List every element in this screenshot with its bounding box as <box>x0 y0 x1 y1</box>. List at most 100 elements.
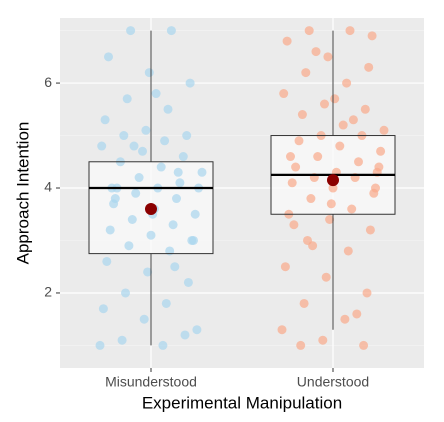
data-point <box>175 178 185 188</box>
data-point <box>379 125 389 135</box>
data-point <box>192 325 202 335</box>
data-point <box>291 162 301 172</box>
data-point <box>348 115 358 125</box>
data-point <box>183 277 193 287</box>
data-point <box>330 94 340 104</box>
data-point <box>121 288 130 298</box>
data-point <box>97 141 107 151</box>
data-point <box>102 256 112 266</box>
data-point <box>343 246 353 256</box>
mean-point <box>145 203 157 216</box>
mean-point <box>327 174 339 187</box>
data-point <box>144 68 154 78</box>
data-point <box>301 68 311 78</box>
data-point <box>151 89 161 99</box>
data-point <box>189 235 198 245</box>
y-tick-label: 6 <box>44 74 52 90</box>
x-tick-label: Understood <box>297 374 369 390</box>
data-point <box>338 120 348 130</box>
data-point <box>190 209 200 219</box>
data-point <box>172 194 181 204</box>
y-tick-label: 2 <box>44 284 52 300</box>
data-point <box>282 36 292 46</box>
data-point <box>374 162 384 172</box>
data-point <box>134 173 144 183</box>
data-point <box>280 262 290 272</box>
data-point <box>304 26 314 36</box>
data-point <box>364 62 374 72</box>
data-point <box>308 241 318 251</box>
data-point <box>277 325 287 335</box>
data-point <box>166 26 176 36</box>
data-point <box>365 225 375 235</box>
data-point <box>170 262 180 272</box>
data-point <box>367 31 377 41</box>
data-point <box>286 152 295 162</box>
data-point <box>161 298 171 308</box>
data-point <box>299 298 309 308</box>
x-axis-title: Experimental Manipulation <box>142 393 342 412</box>
data-point <box>156 162 166 172</box>
plot-area <box>56 18 424 372</box>
data-point <box>362 288 372 298</box>
data-point <box>347 204 357 214</box>
data-point <box>197 167 207 177</box>
data-point <box>340 314 350 324</box>
data-point <box>117 335 127 345</box>
data-point <box>143 267 153 277</box>
data-point <box>178 152 188 162</box>
data-point <box>160 136 170 146</box>
data-point <box>360 104 370 114</box>
data-point <box>359 340 369 350</box>
data-point <box>110 194 120 204</box>
data-point <box>371 183 380 193</box>
data-point <box>296 340 306 350</box>
data-point <box>326 199 336 209</box>
data-point <box>328 183 338 193</box>
data-point <box>139 314 149 324</box>
data-point <box>126 26 136 36</box>
data-point <box>325 214 335 224</box>
data-point <box>100 115 110 125</box>
y-axis-title: Approach Intention <box>13 122 32 265</box>
data-point <box>289 220 299 230</box>
data-point <box>306 194 316 204</box>
data-point <box>318 335 328 345</box>
data-point <box>180 330 190 340</box>
data-point <box>122 94 132 104</box>
data-point <box>294 136 304 146</box>
data-point <box>354 157 363 167</box>
data-point <box>323 52 333 62</box>
box-outline <box>88 161 214 255</box>
data-point <box>321 272 331 282</box>
data-point <box>165 246 175 256</box>
data-point <box>158 340 168 350</box>
x-tick-label: Misunderstood <box>105 374 197 390</box>
data-point <box>98 304 108 314</box>
data-point <box>313 152 323 162</box>
y-tick-label: 4 <box>44 179 52 195</box>
data-point <box>129 141 139 151</box>
data-point <box>287 178 297 188</box>
data-point <box>124 241 134 251</box>
data-point <box>141 125 151 135</box>
data-point <box>168 220 178 230</box>
data-point <box>335 141 345 151</box>
data-point <box>182 131 192 141</box>
data-point <box>163 104 173 114</box>
data-point <box>376 146 386 156</box>
data-point <box>345 26 355 36</box>
data-point <box>146 230 156 240</box>
data-point <box>279 89 289 99</box>
data-point <box>104 52 113 62</box>
data-point <box>105 225 115 235</box>
data-point <box>173 167 183 177</box>
data-point <box>185 78 195 88</box>
data-point <box>320 99 329 109</box>
data-point <box>297 110 307 120</box>
data-point <box>138 146 147 156</box>
data-point <box>127 214 137 224</box>
data-point <box>95 340 105 350</box>
data-point <box>311 47 321 57</box>
